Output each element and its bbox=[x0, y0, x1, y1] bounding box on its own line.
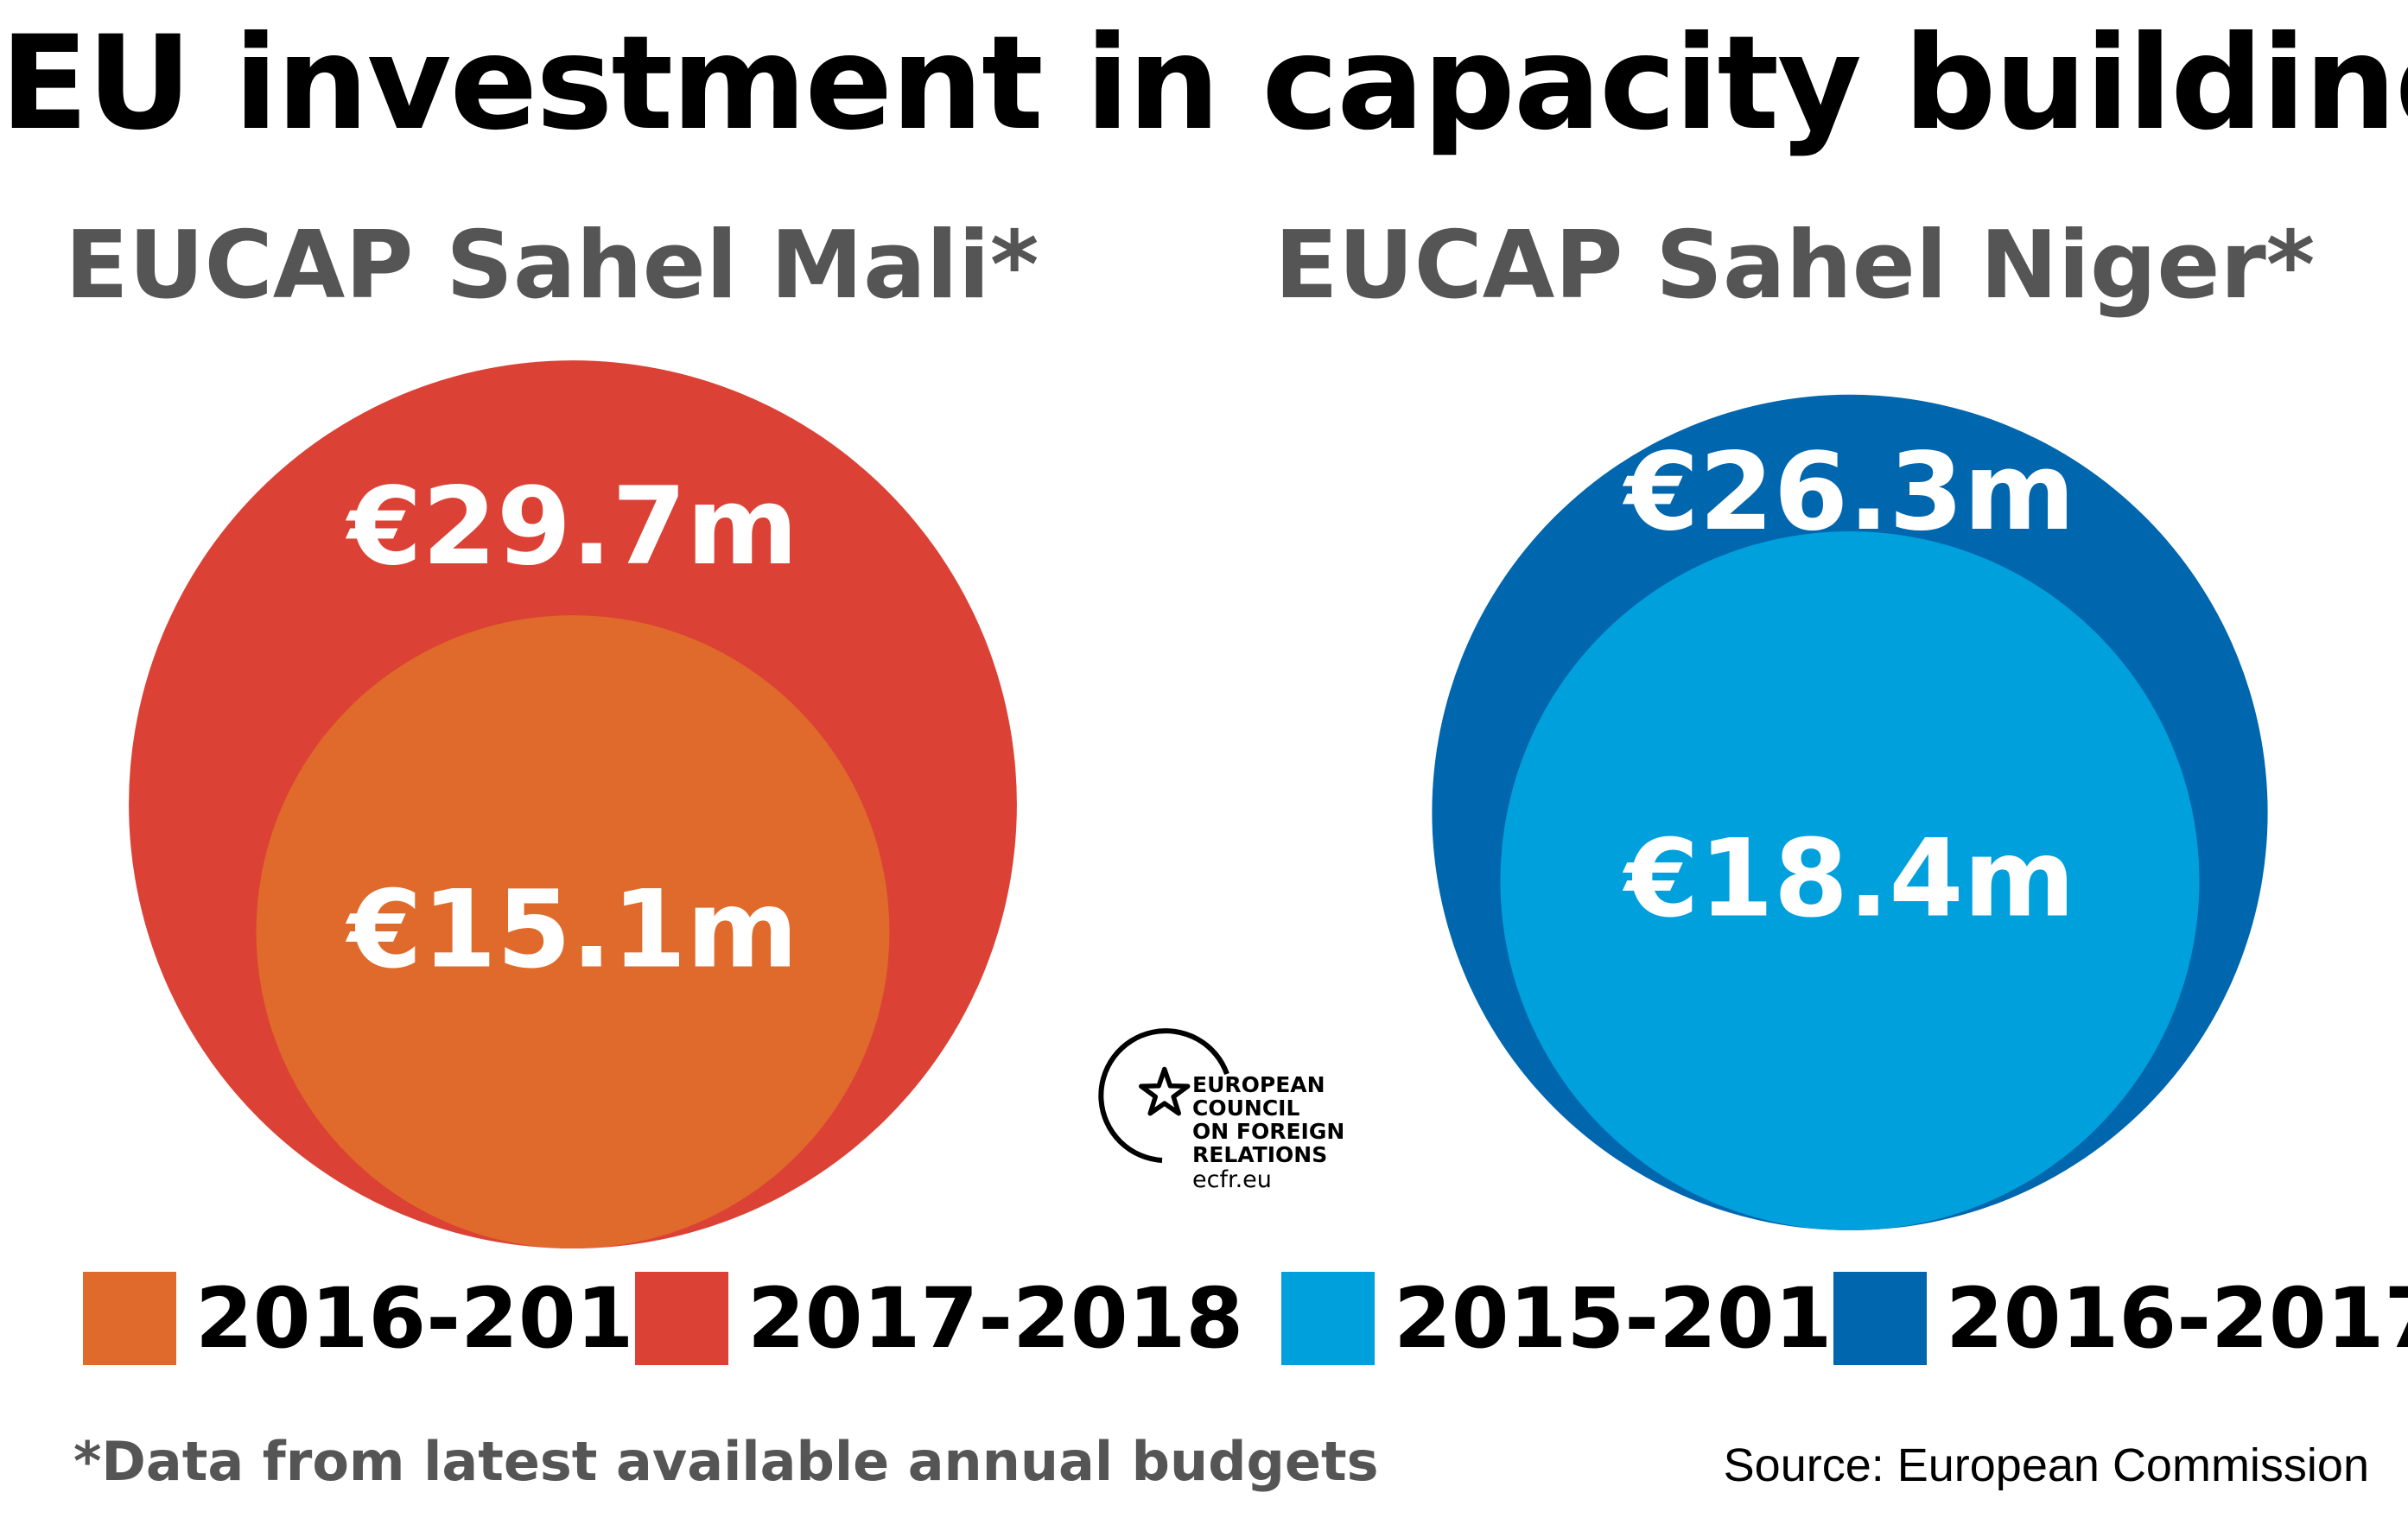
legend-item: 2016-2017 bbox=[1833, 1270, 2408, 1367]
legend-item: 2016-2017 bbox=[83, 1270, 691, 1367]
legend-label: 2017-2018 bbox=[747, 1270, 1244, 1367]
mali-inner-value-label: €15.1m bbox=[345, 868, 797, 993]
star-in-circle-icon bbox=[1098, 1028, 1229, 1163]
mali-inner-circle bbox=[256, 615, 890, 1248]
source-credit: Source: European Commission bbox=[1723, 1439, 2369, 1491]
mali-outer-value-label: €29.7m bbox=[345, 465, 797, 589]
legend-label: 2016-2017 bbox=[195, 1270, 692, 1367]
niger-outer-value-label: €26.3m bbox=[1622, 430, 2074, 555]
niger-inner-value-label: €18.4m bbox=[1622, 816, 2074, 941]
niger-subtitle: EUCAP Sahel Niger* bbox=[1274, 212, 2316, 320]
ecfr-logo: EUROPEAN COUNCIL ON FOREIGN RELATIONS ec… bbox=[1097, 985, 1382, 1193]
legend-swatch bbox=[635, 1272, 728, 1365]
logo-line: EUROPEAN bbox=[1192, 1072, 1325, 1097]
logo-line: RELATIONS bbox=[1192, 1142, 1328, 1167]
legend-item: 2015-2016 bbox=[1281, 1270, 1890, 1367]
legend-swatch bbox=[1833, 1272, 1927, 1365]
legend-item: 2017-2018 bbox=[635, 1270, 1243, 1367]
mali-subtitle: EUCAP Sahel Mali* bbox=[65, 212, 1039, 320]
logo-url: ecfr.eu bbox=[1192, 1166, 1272, 1193]
legend-label: 2015-2016 bbox=[1394, 1270, 1890, 1367]
page-title: EU investment in capacity building bbox=[0, 9, 2408, 159]
legend-swatch bbox=[83, 1272, 176, 1365]
logo-line: COUNCIL bbox=[1192, 1096, 1300, 1121]
logo-line: ON FOREIGN bbox=[1192, 1119, 1345, 1144]
legend-label: 2016-2017 bbox=[1946, 1270, 2408, 1367]
footnote: *Data from latest available annual budge… bbox=[73, 1430, 1379, 1493]
legend-swatch bbox=[1281, 1272, 1375, 1365]
niger-inner-circle bbox=[1500, 530, 2200, 1230]
logo-text: EUROPEAN COUNCIL ON FOREIGN RELATIONS bbox=[1192, 1073, 1344, 1166]
